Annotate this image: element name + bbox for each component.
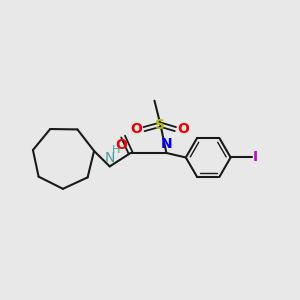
Text: O: O bbox=[177, 122, 189, 136]
Text: N: N bbox=[104, 151, 115, 165]
Text: S: S bbox=[155, 118, 166, 132]
Text: O: O bbox=[116, 138, 127, 152]
Text: H: H bbox=[112, 145, 120, 155]
Text: I: I bbox=[253, 151, 258, 164]
Text: N: N bbox=[160, 137, 172, 152]
Text: O: O bbox=[130, 122, 142, 136]
